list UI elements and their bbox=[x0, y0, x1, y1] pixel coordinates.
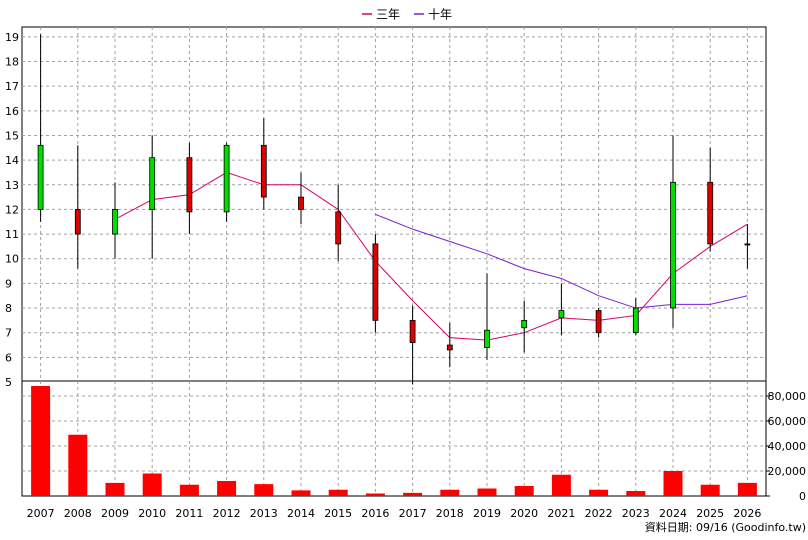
series-line-ten-year bbox=[375, 213, 748, 309]
volume-tick-label: 20,000 bbox=[768, 465, 807, 478]
volume-bar bbox=[365, 493, 385, 496]
year-tick-label: 2022 bbox=[585, 507, 613, 520]
legend-label: 三年 bbox=[376, 8, 400, 22]
candle-body bbox=[335, 211, 342, 245]
candle-body bbox=[372, 243, 379, 321]
candle-body bbox=[446, 344, 453, 351]
year-tick-label: 2015 bbox=[324, 507, 352, 520]
candle-body bbox=[558, 310, 565, 319]
candle-body bbox=[707, 181, 714, 245]
year-tick-label: 2008 bbox=[64, 507, 92, 520]
year-tick-label: 2023 bbox=[622, 507, 650, 520]
price-tick-label: 15 bbox=[5, 129, 19, 142]
volume-bar bbox=[254, 484, 274, 496]
volume-bar bbox=[551, 474, 571, 496]
year-tick-label: 2018 bbox=[436, 507, 464, 520]
footer-note: 資料日期: 09/16 (Goodinfo.tw) bbox=[645, 520, 806, 534]
year-tick-label: 2016 bbox=[361, 507, 389, 520]
price-tick-label: 18 bbox=[5, 56, 19, 69]
candle-body bbox=[409, 319, 416, 343]
year-tick-label: 2017 bbox=[399, 507, 427, 520]
volume-tick-label: 40,000 bbox=[768, 440, 807, 453]
candle-body bbox=[484, 329, 490, 348]
price-tick-label: 7 bbox=[5, 327, 12, 340]
candle-body bbox=[298, 196, 304, 210]
volume-bar bbox=[291, 490, 311, 496]
legend-label: 十年 bbox=[428, 8, 452, 22]
year-tick-label: 2007 bbox=[27, 507, 55, 520]
volume-bar bbox=[142, 473, 162, 496]
volume-axis: 0 20,000 40,000 60,000 80,000 bbox=[765, 381, 807, 503]
volume-bar bbox=[440, 489, 460, 496]
candle-body bbox=[521, 319, 528, 329]
year-tick-label: 2021 bbox=[547, 507, 575, 520]
candle-body bbox=[223, 144, 230, 213]
candle-body bbox=[186, 157, 193, 213]
candle-body bbox=[149, 157, 156, 210]
price-axis: 5 6 7 8 9 10 11 12 13 14 15 16 17 18 19 bbox=[5, 31, 19, 389]
volume-bar bbox=[217, 481, 237, 496]
price-tick-label: 17 bbox=[5, 80, 19, 93]
price-tick-label: 8 bbox=[5, 302, 12, 315]
volume-bar bbox=[105, 482, 125, 496]
year-axis: 2007 2008 2009 2010 2011 2012 2013 2014 2015 2016… bbox=[27, 507, 762, 520]
price-grid bbox=[21, 26, 767, 383]
candle-body bbox=[670, 181, 676, 309]
year-tick-label: 2009 bbox=[101, 507, 129, 520]
price-tick-label: 6 bbox=[5, 351, 12, 364]
year-tick-label: 2013 bbox=[250, 507, 278, 520]
year-tick-label: 2020 bbox=[510, 507, 538, 520]
volume-bars bbox=[31, 386, 757, 496]
price-tick-label: 11 bbox=[5, 228, 19, 241]
volume-bar bbox=[403, 492, 423, 496]
price-tick-label: 9 bbox=[5, 277, 12, 290]
candle-body bbox=[260, 144, 267, 198]
candle-body bbox=[37, 144, 44, 210]
candle-body bbox=[744, 243, 751, 246]
volume-grid bbox=[21, 380, 767, 497]
candle-body bbox=[74, 209, 81, 235]
volume-bar bbox=[31, 386, 51, 496]
volume-bar bbox=[477, 488, 497, 496]
year-tick-label: 2012 bbox=[213, 507, 241, 520]
volume-bar bbox=[179, 484, 199, 496]
volume-bar bbox=[700, 484, 720, 496]
year-tick-label: 2010 bbox=[138, 507, 166, 520]
price-tick-label: 19 bbox=[5, 31, 19, 44]
price-tick-label: 13 bbox=[5, 179, 19, 192]
year-tick-label: 2014 bbox=[287, 507, 315, 520]
year-tick-label: 2011 bbox=[175, 507, 203, 520]
volume-panel-frame bbox=[21, 380, 767, 497]
volume-bar bbox=[68, 434, 88, 496]
volume-bar bbox=[328, 489, 348, 496]
volume-tick-label: 80,000 bbox=[768, 390, 807, 403]
year-tick-label: 2025 bbox=[696, 507, 724, 520]
price-tick-label: 5 bbox=[5, 376, 12, 389]
candle-body bbox=[595, 310, 602, 334]
volume-bar bbox=[514, 486, 534, 496]
year-tick-label: 2026 bbox=[733, 507, 761, 520]
year-tick-label: 2019 bbox=[473, 507, 501, 520]
legend: 三年 十年 bbox=[362, 8, 452, 22]
volume-bar bbox=[589, 489, 609, 496]
price-tick-label: 12 bbox=[5, 203, 19, 216]
volume-tick-label: 0 bbox=[799, 490, 806, 503]
candle-body bbox=[112, 209, 118, 235]
series-line-three-year bbox=[114, 171, 748, 341]
price-panel-frame bbox=[21, 26, 767, 383]
price-tick-label: 14 bbox=[5, 154, 19, 167]
volume-tick-label: 60,000 bbox=[768, 415, 807, 428]
year-tick-label: 2024 bbox=[659, 507, 687, 520]
moving-average-lines bbox=[114, 171, 748, 341]
candle-body bbox=[632, 307, 639, 334]
candles bbox=[37, 34, 751, 385]
volume-bar bbox=[663, 471, 683, 496]
price-tick-label: 16 bbox=[5, 105, 19, 118]
volume-bar bbox=[626, 491, 646, 496]
price-tick-label: 10 bbox=[5, 253, 19, 266]
volume-bar bbox=[737, 482, 757, 496]
